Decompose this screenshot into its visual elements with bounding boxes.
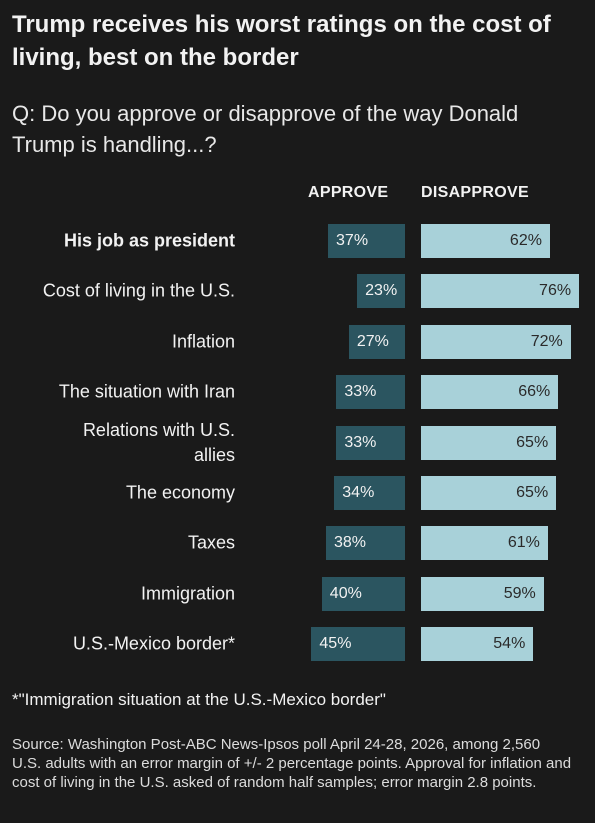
value-label: 76% [539,282,572,300]
bar [321,576,405,611]
source-note: Source: Washington Post-ABC News-Ipsos p… [12,736,572,791]
bar [357,274,405,309]
bar [421,476,557,510]
value-label: 33% [344,383,377,401]
category-label: Cost of living in the U.S. [42,280,235,301]
category-label: Taxes [187,532,235,553]
chart-title: Trump receives his worst ratings on the … [12,11,551,71]
category-label: The situation with Iran [58,381,235,402]
value-label: 40% [329,584,362,602]
bar [421,224,550,258]
bar [421,425,557,460]
bar [421,375,559,410]
category-label: His job as president [63,230,235,251]
bar [328,224,405,258]
bar [421,627,534,662]
value-label: 33% [344,433,377,451]
bar [421,576,544,611]
chart-subtitle: Q: Do you approve or disapprove of the w… [12,101,519,157]
bar [421,526,548,561]
column-header: APPROVE [308,184,389,201]
category-label: U.S.-Mexico border* [72,633,235,654]
category-label: Immigration [140,583,235,604]
column-header: DISAPPROVE [421,184,529,201]
bar [311,627,405,662]
bar [336,425,405,460]
category-label: Inflation [171,331,235,352]
value-label: 61% [507,534,540,552]
value-label: 72% [530,332,563,350]
value-label: 59% [503,584,536,602]
category-label: The economy [125,482,235,503]
bar [325,526,405,561]
value-label: 27% [356,332,389,350]
bar [421,274,580,309]
category-label: Relations with U.S. allies [82,419,235,465]
value-label: 37% [336,232,369,249]
footnote: *"Immigration situation at the U.S.-Mexi… [12,690,386,709]
value-label: 62% [509,232,542,249]
value-label: 38% [333,534,366,552]
value-label: 34% [342,484,375,501]
bar [336,375,405,410]
value-label: 66% [518,383,551,401]
value-label: 54% [493,635,526,653]
value-label: 23% [365,282,398,300]
value-label: 65% [516,484,549,501]
bar [334,476,405,510]
bar [421,324,571,359]
value-label: 65% [516,433,549,451]
bar [348,324,405,359]
value-label: 45% [319,635,352,653]
